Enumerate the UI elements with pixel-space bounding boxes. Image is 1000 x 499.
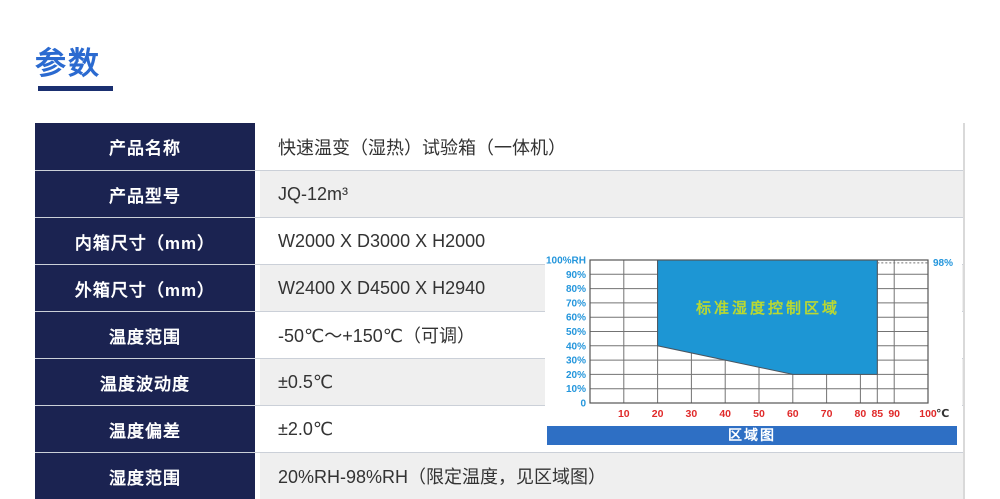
y-tick-label: 20% xyxy=(566,370,586,381)
y-tick-label: 60% xyxy=(566,313,586,324)
chart-caption-bar xyxy=(547,426,957,445)
row-label: 外箱尺寸（mm） xyxy=(35,265,255,311)
x-tick-label: 50 xyxy=(753,408,765,420)
x-tick-label: 70 xyxy=(821,408,833,420)
chart-caption: 区域图 xyxy=(728,427,776,443)
x-tick-label: 10 xyxy=(618,408,630,420)
table-row: 产品型号 JQ-12m³ xyxy=(35,170,963,217)
x-tick-label: 60 xyxy=(787,408,799,420)
y-tick-label: 70% xyxy=(566,298,586,309)
page-title: 参数 xyxy=(35,46,101,81)
x-tick-label: 85 xyxy=(871,408,883,420)
y-tick-label: 50% xyxy=(566,327,586,338)
row-label: 内箱尺寸（mm） xyxy=(35,218,255,264)
row-label: 产品名称 xyxy=(35,123,255,170)
y-tick-label: 80% xyxy=(566,284,586,295)
humidity-region-chart: 标准湿度控制区域 100%RH 90% 80% 70% 60% 50% 40% 30% 20% 10… xyxy=(545,250,962,446)
row-label: 温度范围 xyxy=(35,312,255,358)
x-tick-label: 40 xyxy=(719,408,731,420)
row-label: 产品型号 xyxy=(35,171,255,217)
title-underline xyxy=(38,86,113,91)
x-tick-label: 90 xyxy=(888,408,900,420)
y-tick-label: 30% xyxy=(566,356,586,367)
y-tick-label: 90% xyxy=(566,270,586,281)
right-axis-label: 98% xyxy=(933,258,953,269)
row-label: 湿度范围 xyxy=(35,453,255,499)
table-row: 湿度范围 20%RH-98%RH（限定温度，见区域图） xyxy=(35,452,963,499)
row-value: 快速温变（湿热）试验箱（一体机） xyxy=(260,123,963,170)
row-value: JQ-12m³ xyxy=(260,171,963,217)
x-tick-label: 80 xyxy=(855,408,867,420)
row-value: 20%RH-98%RH（限定温度，见区域图） xyxy=(260,453,963,499)
y-tick-label: 10% xyxy=(566,384,586,395)
x-axis-unit: ℃ xyxy=(936,408,949,420)
row-label: 温度波动度 xyxy=(35,359,255,405)
y-tick-label: 100%RH xyxy=(546,256,586,267)
x-tick-label: 100 xyxy=(919,408,937,420)
table-row: 产品名称 快速温变（湿热）试验箱（一体机） xyxy=(35,123,963,170)
humidity-chart-svg: 标准湿度控制区域 100%RH 90% 80% 70% 60% 50% 40% 30% 20% 10… xyxy=(545,250,962,446)
region-label: 标准湿度控制区域 xyxy=(695,299,840,317)
x-tick-label: 30 xyxy=(686,408,698,420)
x-tick-label: 20 xyxy=(652,408,664,420)
y-tick-label: 40% xyxy=(566,341,586,352)
row-label: 温度偏差 xyxy=(35,406,255,452)
y-tick-label: 0 xyxy=(580,399,586,410)
